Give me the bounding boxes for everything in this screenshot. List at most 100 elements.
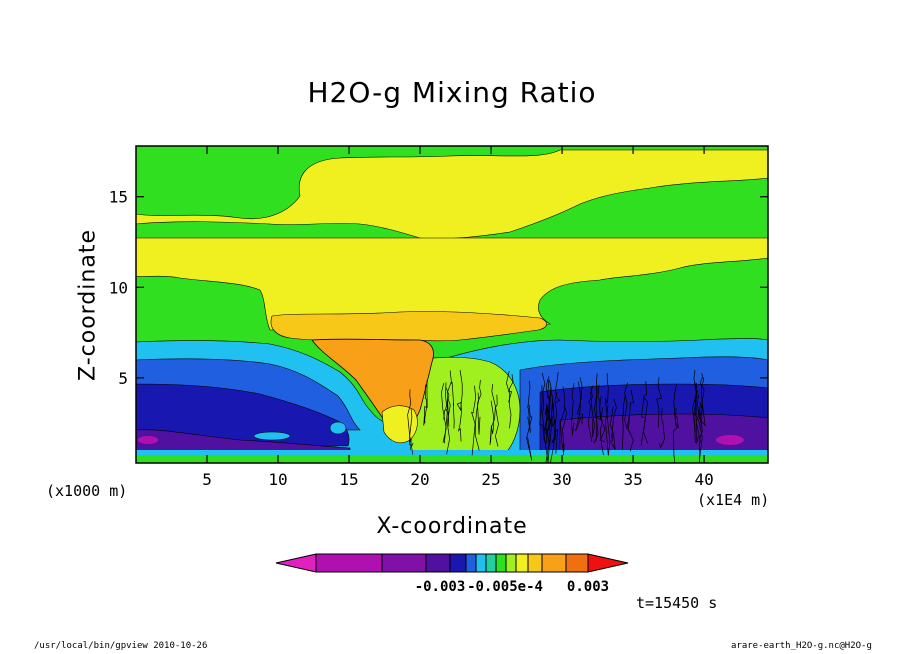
contour-scribble-68 — [551, 402, 557, 444]
contour-scribble-2 — [443, 387, 450, 444]
contour-scribble-19 — [506, 371, 513, 403]
plot-frame — [135, 145, 769, 464]
contour-scribble-1 — [604, 373, 611, 442]
contour-scribble-37 — [409, 409, 414, 447]
contour-scribble-55 — [609, 407, 616, 450]
colorbar-swatch-6 — [485, 553, 497, 573]
contour-scribble-0 — [554, 392, 559, 454]
contour-scribble-51 — [443, 382, 448, 420]
colorbar-end-high — [587, 553, 629, 573]
colorbar-swatch-7 — [495, 553, 507, 573]
contour-scribble-39 — [474, 392, 480, 451]
y-tick-label-1: 10 — [109, 278, 128, 297]
contour-scribble-18 — [656, 377, 662, 428]
colorbar-swatch-8 — [505, 553, 517, 573]
x-axis-unit-left: (x1000 m) — [46, 482, 128, 500]
contour-scribble-40 — [692, 382, 698, 444]
contour-scribble-26 — [546, 376, 550, 422]
x-axis-label: X-coordinate — [376, 514, 528, 539]
contour-scribble-8 — [543, 404, 551, 463]
axes: 5 10 15 20 25 30 35 40 5 10 15 — [109, 146, 768, 489]
contour-scribble-22 — [490, 384, 496, 443]
contour-scribble-34 — [624, 382, 630, 430]
x-tick-label-0: 5 — [202, 470, 212, 489]
contour-scribble-44 — [548, 387, 552, 438]
contour-scribble-42 — [693, 370, 698, 433]
time-label: t=15450 s — [636, 594, 718, 612]
colorbar-label-1: -0.005e-4 — [467, 579, 543, 595]
contour-scribble-62 — [550, 398, 556, 463]
chart-title: H2O-g Mixing Ratio — [307, 76, 597, 109]
contour-scribble-58 — [593, 380, 599, 444]
contour-band-yellow-lower — [136, 237, 768, 331]
contour-scribble-43 — [575, 381, 582, 432]
colorbar-swatch-0 — [315, 553, 383, 573]
contour-scribble-64 — [562, 406, 568, 452]
colorbar-swatch-9 — [515, 553, 529, 573]
colorbar-swatch-3 — [449, 553, 467, 573]
contour-scribble-3 — [571, 383, 575, 436]
contour-scribble-23 — [695, 394, 701, 446]
contour-scribble-53 — [699, 373, 705, 427]
colorbar: -0.003 -0.005e-4 0.003 — [275, 553, 629, 595]
footer-source: arare-earth_H2O-g.nc@H2O-g — [731, 641, 872, 651]
contour-band-bottom-green — [136, 455, 768, 463]
contour-spot-magenta-2 — [138, 436, 158, 444]
contour-scribble-7 — [471, 385, 477, 456]
contour-scribble-24 — [590, 385, 595, 438]
contour-scribble-54 — [560, 386, 566, 456]
contour-scribble-33 — [640, 397, 647, 446]
contour-scribble-4 — [587, 386, 593, 442]
contour-scribble-69 — [544, 407, 550, 463]
contour-scribble-46 — [659, 408, 665, 449]
contour-scribble-56 — [451, 381, 455, 429]
contour-scribble-15 — [541, 372, 546, 432]
contour-scribble-31 — [441, 383, 447, 443]
colorbar-swatch-10 — [527, 553, 543, 573]
footer-command: /usr/local/bin/gpview 2010-10-26 — [34, 641, 208, 651]
x-tick-label-2: 15 — [339, 470, 358, 489]
x-axis-unit-right: (x1E4 m) — [697, 491, 770, 509]
contour-scribble-25 — [673, 383, 679, 429]
contour-scribble-27 — [407, 389, 414, 455]
contour-scribble-12 — [621, 395, 626, 450]
contour-scribble-16 — [423, 384, 427, 426]
contour-band-yellow-upper — [136, 149, 768, 240]
y-axis-label: Z-coordinate — [75, 229, 101, 381]
contour-scribble-13 — [539, 385, 545, 443]
x-tick-label-7: 40 — [694, 470, 713, 489]
contour-scribble-65 — [599, 407, 606, 443]
contour-field — [136, 146, 768, 463]
contour-scribble-57 — [577, 377, 583, 425]
colorbar-swatch-2 — [425, 553, 451, 573]
contour-scribble-28 — [456, 370, 463, 412]
contour-band-dark-blue — [136, 383, 350, 447]
contour-spot-magenta — [716, 435, 744, 445]
x-tick-label-3: 20 — [410, 470, 429, 489]
contour-scribble-10 — [555, 372, 561, 403]
contour-scribble-49 — [642, 381, 648, 444]
contour-scribble-21 — [673, 407, 679, 463]
x-tick-label-4: 25 — [481, 470, 500, 489]
contour-scribble-36 — [457, 401, 462, 442]
contour-scribble-45 — [509, 374, 514, 429]
y-tick-label-0: 5 — [118, 369, 128, 388]
contour-scribble-47 — [598, 396, 604, 456]
contour-scribble-41 — [698, 405, 703, 463]
x-tick-label-6: 35 — [623, 470, 642, 489]
colorbar-end-low — [275, 553, 317, 573]
contour-scribble-30 — [424, 380, 428, 424]
contour-scribble-60 — [495, 394, 499, 447]
colorbar-swatch-5 — [475, 553, 487, 573]
y-tick-label-2: 15 — [109, 188, 128, 207]
colorbar-swatch-12 — [565, 553, 589, 573]
x-tick-label-5: 30 — [552, 470, 571, 489]
colorbar-swatch-11 — [541, 553, 567, 573]
colorbar-swatch-4 — [465, 553, 477, 573]
contour-band-bottom-cyan — [136, 450, 768, 455]
contour-scribble-63 — [611, 398, 617, 443]
colorbar-swatch-1 — [381, 553, 427, 573]
colorbar-label-0: -0.003 — [415, 579, 466, 595]
contour-scribble-59 — [699, 376, 706, 427]
